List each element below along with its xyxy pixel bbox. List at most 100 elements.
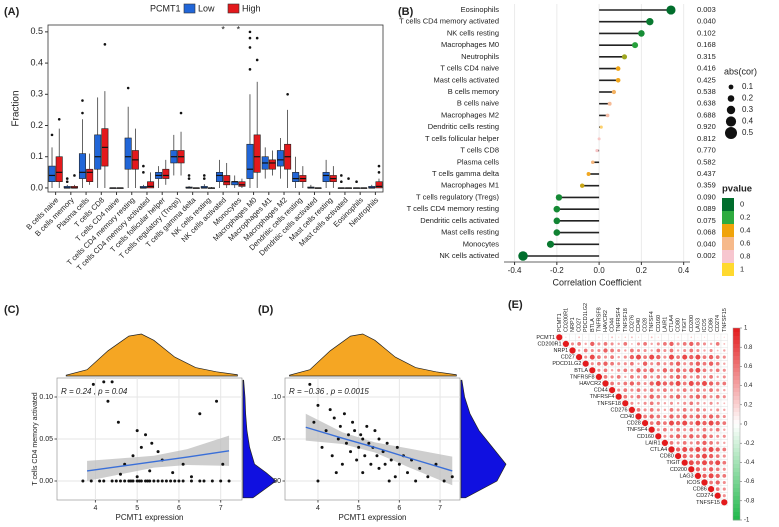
corr-circle	[663, 421, 667, 425]
row-label: TIGIT	[666, 460, 681, 466]
corr-circle	[636, 408, 641, 412]
column-label: HAVCR2	[603, 310, 609, 332]
size-legend-label: 0.2	[742, 94, 754, 103]
corr-circle	[669, 361, 674, 366]
corr-circle	[682, 342, 687, 346]
row-label: TNFSF18	[597, 401, 621, 407]
corr-circle	[603, 368, 608, 373]
colorbar-slice	[733, 456, 740, 461]
corr-circle	[681, 459, 688, 466]
lollipop-head	[555, 194, 563, 201]
colorbar-slice	[733, 360, 740, 365]
point	[328, 408, 332, 412]
colorbar-slice	[733, 424, 740, 429]
point	[418, 466, 422, 470]
row-label: TNFRSF8	[570, 374, 595, 380]
corr-circle	[689, 427, 694, 432]
corr-circle	[689, 394, 694, 399]
point	[324, 429, 328, 433]
legend-swatch	[227, 3, 240, 14]
point	[373, 429, 377, 433]
corr-circle	[689, 361, 694, 366]
x-tick-label: 0.2	[636, 266, 648, 275]
point	[135, 429, 139, 433]
lollipop-head	[615, 66, 621, 71]
corr-circle	[663, 395, 667, 399]
box	[322, 172, 330, 182]
corr-circle	[617, 348, 621, 353]
column-label: BTLA	[590, 318, 596, 332]
corr-circle	[669, 348, 674, 353]
corr-circle	[617, 381, 621, 386]
pvalue-label: 0.102	[697, 28, 716, 37]
corr-circle	[582, 360, 589, 367]
corr-circle	[702, 375, 707, 379]
box	[147, 181, 155, 189]
corr-circle	[663, 414, 667, 419]
fit-line	[86, 450, 230, 472]
pvalue-label: 0.075	[697, 216, 716, 225]
color-legend-label: 1	[740, 264, 744, 273]
corr-circle	[722, 434, 726, 438]
corr-circle	[715, 368, 720, 373]
fit-line	[305, 426, 453, 472]
colorbar-slice	[733, 356, 740, 361]
corr-circle	[656, 428, 660, 432]
corr-circle	[715, 454, 720, 458]
x-density	[289, 333, 457, 377]
corr-circle	[677, 336, 679, 338]
corr-circle	[649, 414, 654, 419]
corr-circle	[655, 381, 661, 386]
corr-circle	[669, 408, 674, 412]
y-tick-label: 0.10	[39, 394, 53, 401]
corr-circle	[675, 374, 681, 380]
corr-circle	[709, 375, 713, 379]
y-tick-label: .00	[271, 478, 281, 485]
point	[426, 475, 430, 479]
point	[91, 382, 95, 386]
y-density	[242, 379, 277, 499]
point	[169, 479, 173, 483]
point	[129, 479, 133, 483]
x-tick-label: 0.4	[678, 266, 690, 275]
point	[164, 479, 168, 483]
x-tick-label: -0.4	[508, 266, 522, 275]
colorbar-label: -0.6	[744, 479, 755, 485]
point	[198, 412, 202, 416]
color-legend-label: 0.8	[740, 251, 750, 260]
corr-circle	[644, 336, 646, 338]
corr-circle	[707, 485, 715, 493]
corr-circle	[623, 362, 627, 366]
pvalue-label: 0.168	[697, 40, 716, 49]
corr-circle	[715, 487, 720, 491]
colorbar-slice	[733, 488, 740, 493]
column-label: TNFRSF4	[616, 307, 622, 332]
corr-circle	[649, 388, 654, 392]
y-tick-label: .05	[271, 436, 281, 443]
corr-circle	[650, 362, 654, 366]
colorbar-slice	[733, 332, 740, 337]
corr-circle	[671, 336, 672, 338]
column-label: TIGIT	[682, 317, 688, 332]
column-label: CD44	[610, 318, 616, 332]
category-label: Eosinophils	[461, 5, 500, 14]
y-tick-label: 0.00	[39, 478, 53, 485]
color-legend-key	[722, 198, 734, 211]
point	[198, 479, 202, 483]
point	[189, 479, 193, 483]
category-label: Monocytes	[463, 239, 500, 248]
corr-circle	[669, 428, 674, 432]
corr-circle	[669, 401, 674, 405]
point	[351, 420, 355, 424]
point	[434, 462, 438, 466]
colorbar-label: 0	[744, 422, 748, 428]
point	[181, 462, 185, 466]
outlier	[57, 117, 61, 121]
corr-circle	[702, 414, 707, 419]
row-label: CD86	[693, 487, 707, 493]
corr-circle	[649, 354, 655, 360]
box	[246, 143, 254, 179]
point	[152, 479, 156, 483]
outlier	[248, 68, 252, 71]
